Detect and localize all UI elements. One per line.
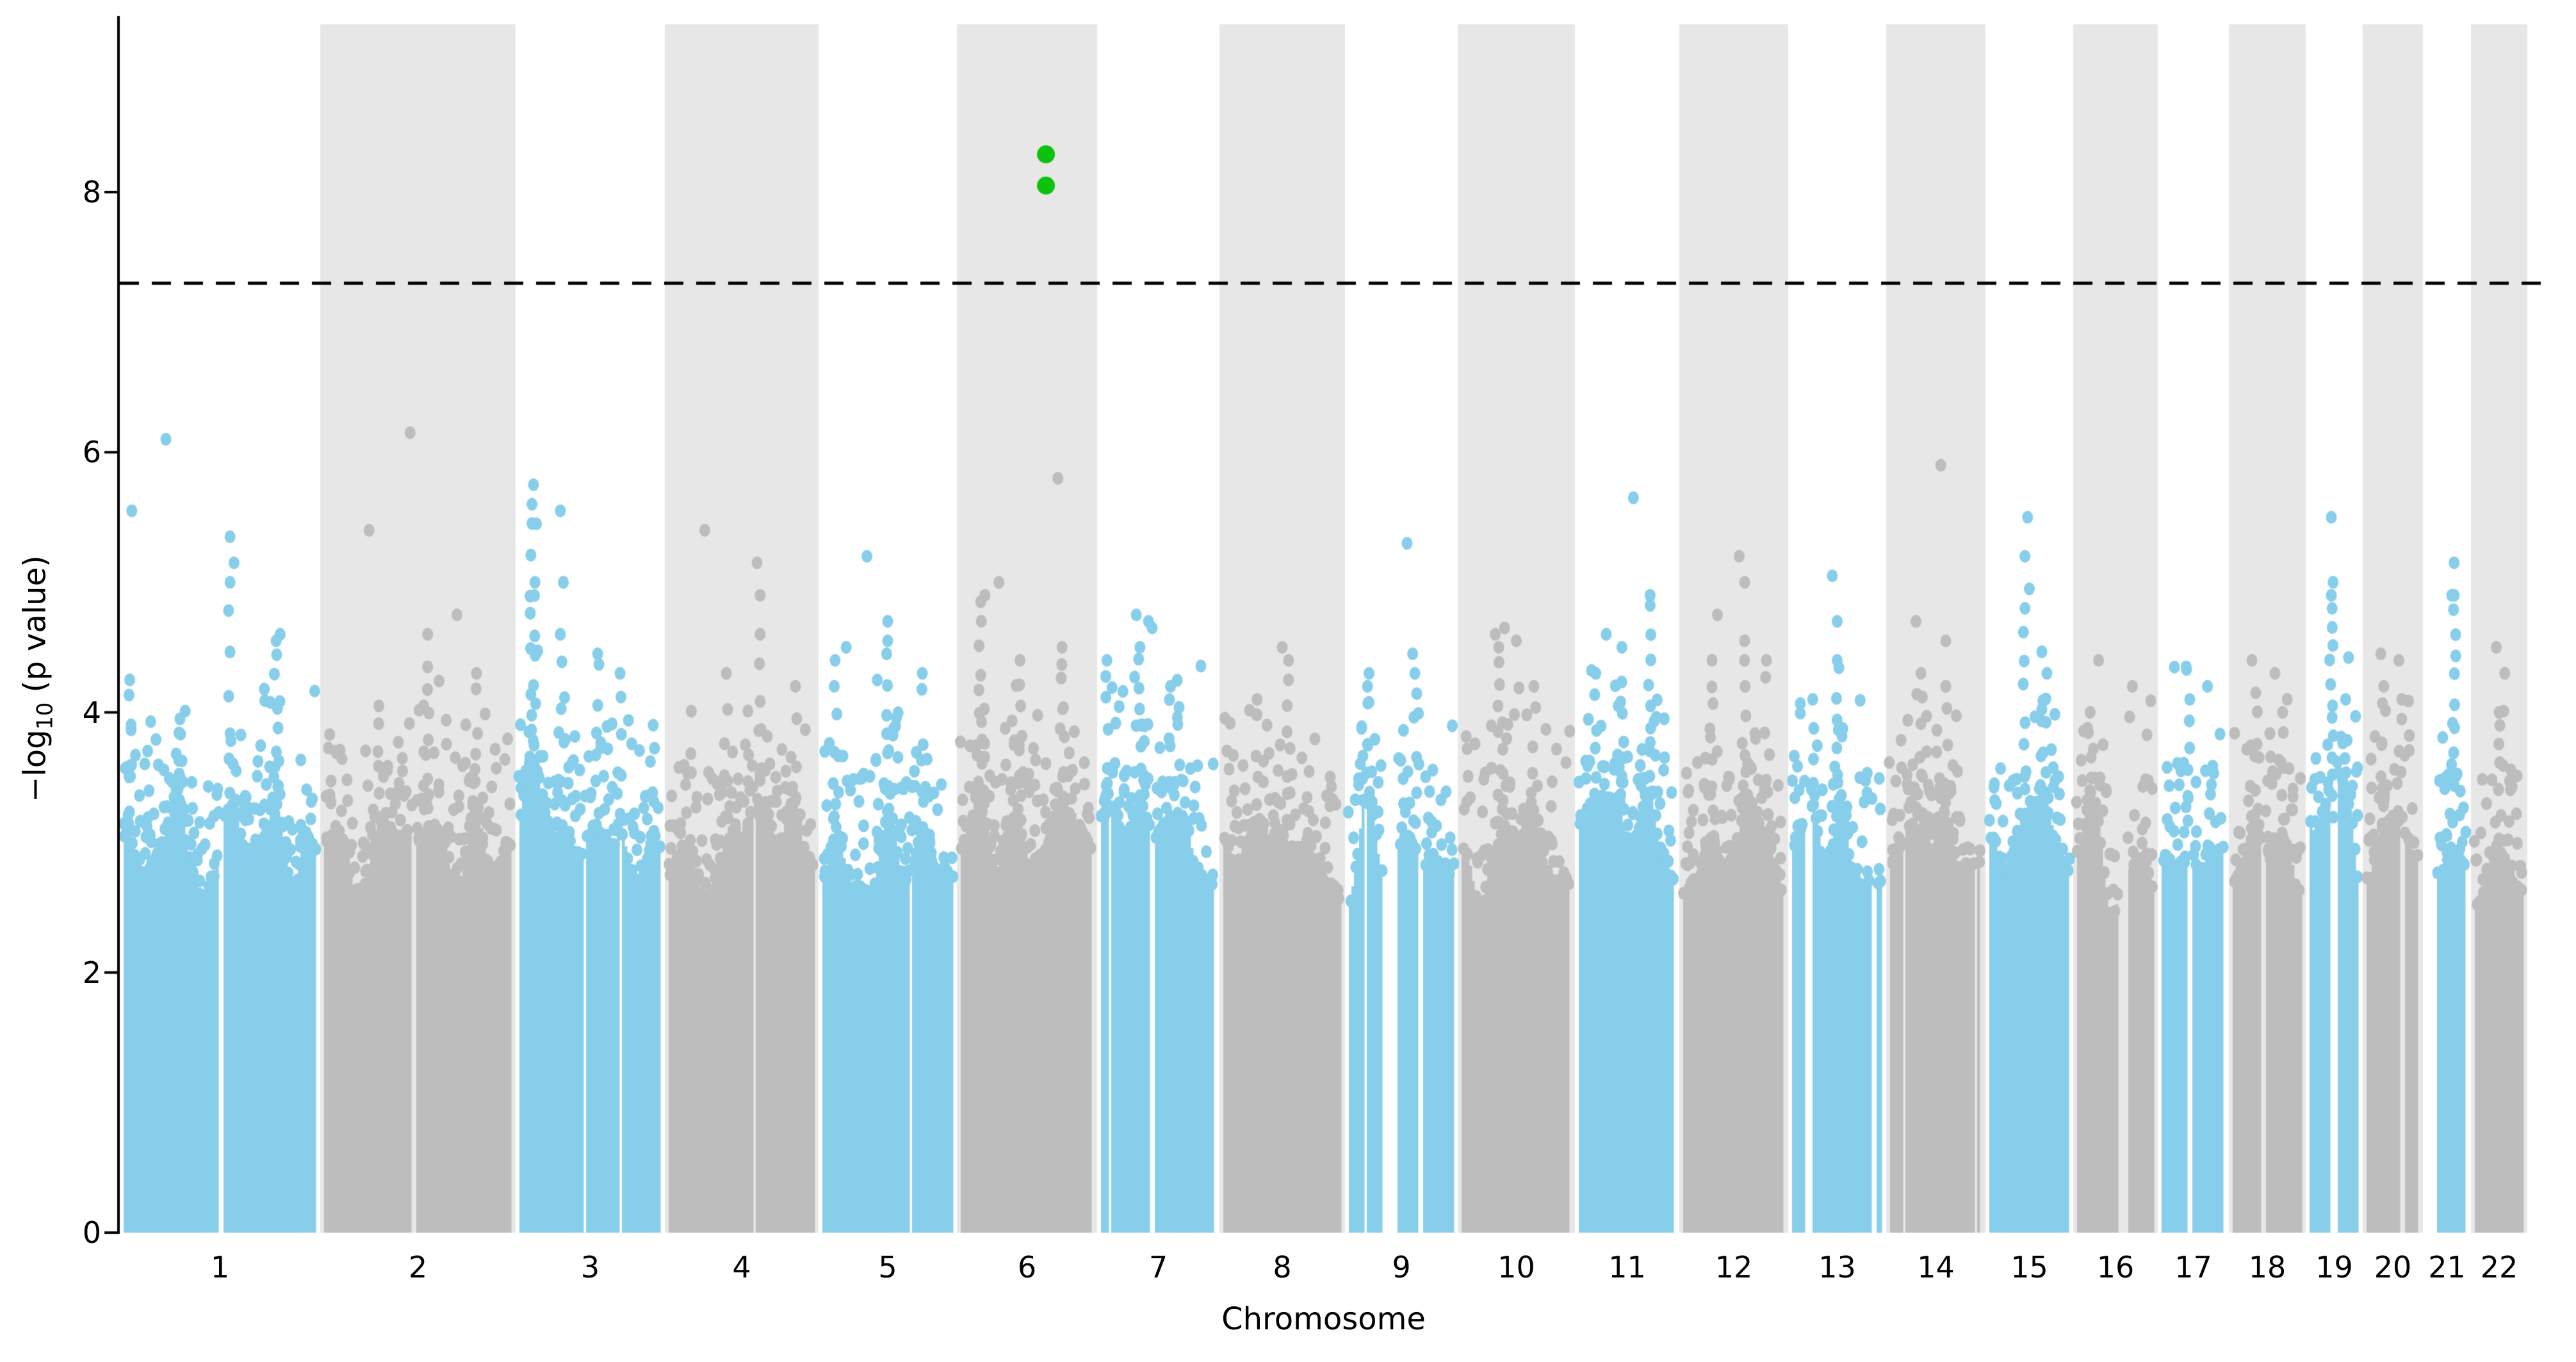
x-tick-label: 18 — [2248, 1250, 2287, 1285]
x-tick-label: 6 — [1017, 1250, 1037, 1285]
x-tick-label: 1 — [210, 1250, 230, 1285]
y-tick-label: 4 — [82, 695, 101, 730]
y-axis-label: −log10 (p value) — [17, 555, 58, 802]
x-tick-label: 17 — [2174, 1250, 2212, 1285]
y-tick-label: 0 — [82, 1215, 101, 1250]
x-tick-label: 15 — [2010, 1250, 2048, 1285]
y-axis-label-prefix: −log — [17, 729, 53, 802]
y-axis-label-suffix: (p value) — [17, 555, 53, 702]
x-tick-label: 21 — [2428, 1250, 2466, 1285]
x-tick-label: 3 — [580, 1250, 600, 1285]
x-tick-label: 16 — [2096, 1250, 2135, 1285]
y-tick-label: 6 — [82, 435, 101, 470]
x-axis-label: Chromosome — [1221, 1301, 1426, 1337]
x-tick-label: 8 — [1273, 1250, 1292, 1285]
x-tick-label: 22 — [2480, 1250, 2518, 1285]
x-tick-label: 13 — [1818, 1250, 1856, 1285]
x-tick-label: 2 — [408, 1250, 428, 1285]
x-tick-label: 14 — [1917, 1250, 1955, 1285]
x-tick-label: 7 — [1148, 1250, 1168, 1285]
y-tick-label: 2 — [82, 955, 101, 990]
x-tick-label: 11 — [1608, 1250, 1646, 1285]
x-tick-label: 19 — [2315, 1250, 2353, 1285]
x-tick-label: 5 — [878, 1250, 897, 1285]
x-tick-label: 9 — [1392, 1250, 1411, 1285]
x-tick-label: 12 — [1715, 1250, 1753, 1285]
x-tick-label: 4 — [732, 1250, 751, 1285]
x-tick-label: 10 — [1497, 1250, 1535, 1285]
x-tick-label: 20 — [2374, 1250, 2412, 1285]
y-tick-label: 8 — [82, 175, 101, 209]
y-axis-label-subscript: 10 — [32, 702, 58, 730]
